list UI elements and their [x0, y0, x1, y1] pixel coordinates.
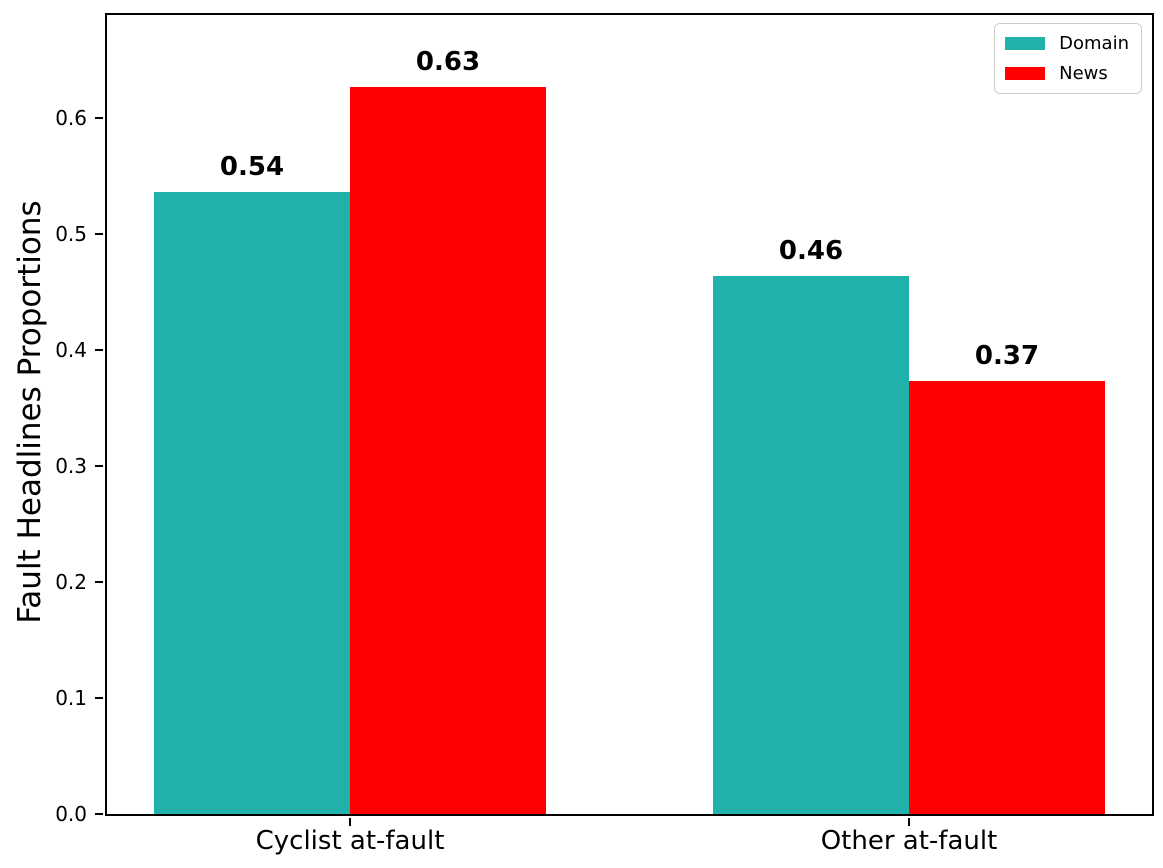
y-tick-mark [95, 697, 103, 700]
bar-value-label-domain-1: 0.46 [778, 236, 844, 266]
y-tick-mark [95, 117, 103, 120]
legend-swatch-domain [1005, 37, 1046, 51]
y-tick-mark [95, 581, 103, 584]
bar-news-1 [909, 381, 1105, 814]
x-tick-mark [908, 818, 910, 826]
x-tick-label-0: Cyclist at-fault [255, 826, 445, 856]
y-tick-mark [95, 233, 103, 236]
y-tick-mark [95, 813, 103, 815]
y-axis-label: Fault Headlines Proportions [12, 200, 48, 624]
y-tick-label: 0.6 [55, 106, 87, 131]
bar-domain-0 [154, 192, 350, 814]
plot-area: 0.54 0.63 0.46 0.37 0.0 0.1 0.2 0.3 0.4 0.5 0.6 C… [55, 13, 1154, 854]
y-tick-mark [95, 465, 103, 468]
legend: Domain News [994, 23, 1142, 95]
bar-value-label-domain-0: 0.54 [219, 152, 285, 182]
bar-news-0 [350, 87, 546, 814]
bar-domain-1 [713, 276, 909, 814]
legend-item-domain: Domain [1005, 33, 1129, 55]
legend-item-news: News [1005, 63, 1129, 85]
bar-value-label-news-0: 0.63 [415, 47, 481, 77]
legend-swatch-news [1005, 66, 1046, 80]
y-tick-label: 0.0 [55, 802, 87, 826]
legend-label-news: News [1059, 62, 1108, 84]
y-tick-label: 0.2 [55, 570, 87, 595]
y-tick-label: 0.4 [55, 338, 87, 363]
y-tick-label: 0.5 [55, 222, 87, 247]
legend-label-domain: Domain [1059, 33, 1129, 54]
y-tick-label: 0.3 [55, 454, 87, 479]
x-tick-label-1: Other at-fault [820, 826, 998, 856]
y-tick-mark [95, 349, 103, 352]
x-tick-mark [349, 818, 351, 826]
y-tick-label: 0.1 [55, 686, 87, 711]
bar-value-label-news-1: 0.37 [974, 341, 1040, 371]
